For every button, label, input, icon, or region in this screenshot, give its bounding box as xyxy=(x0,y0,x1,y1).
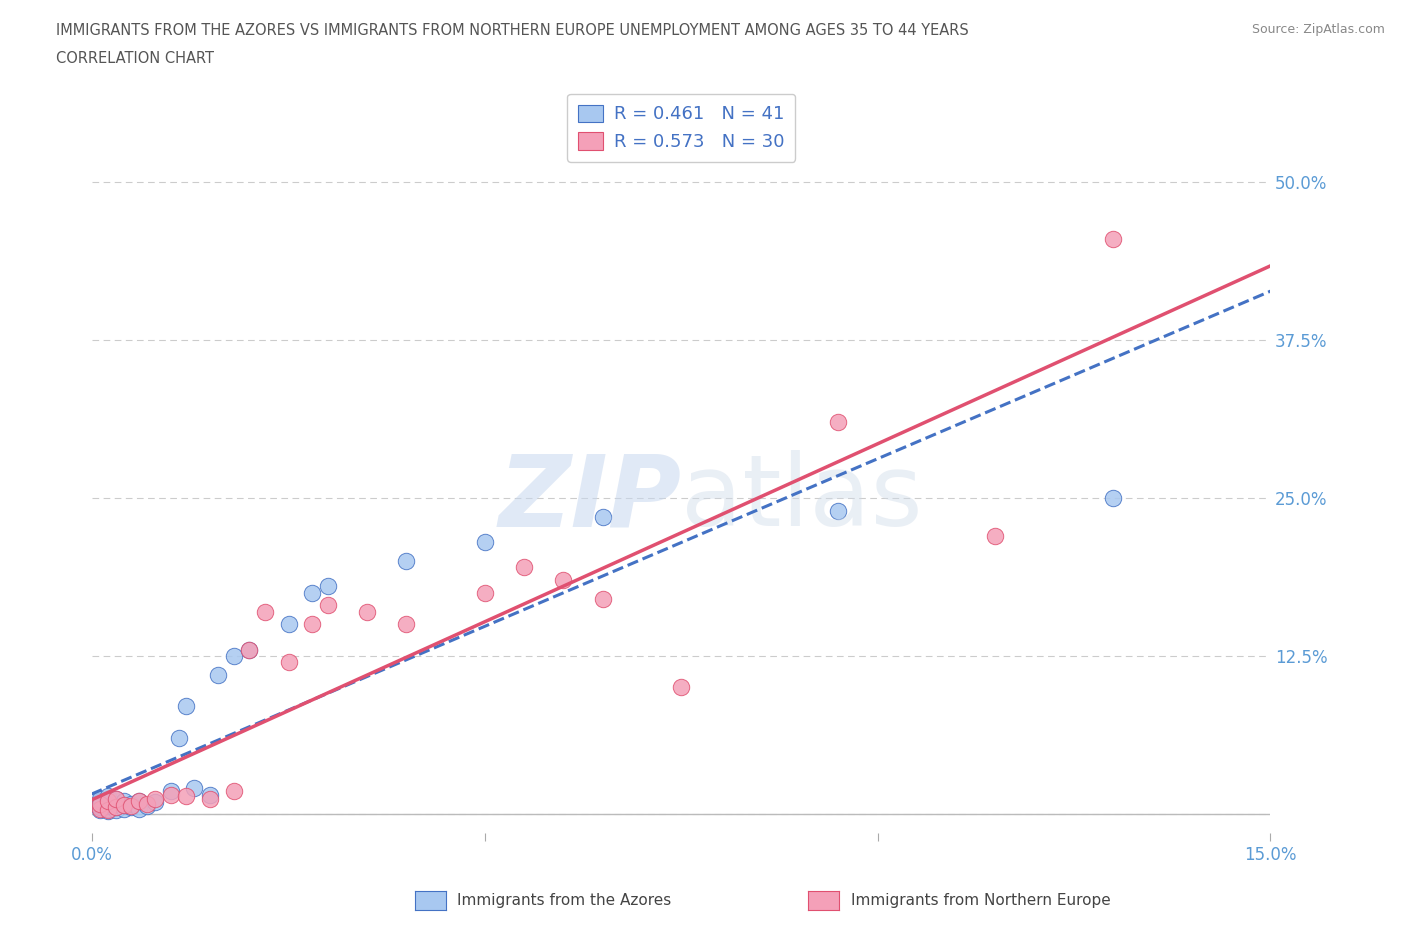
Point xyxy=(253,604,276,619)
Point xyxy=(97,799,120,814)
Point xyxy=(984,528,1007,543)
Point xyxy=(176,789,198,804)
Point xyxy=(238,642,260,657)
Point xyxy=(277,617,299,631)
Point xyxy=(136,796,159,811)
Point xyxy=(183,781,205,796)
Point xyxy=(89,793,111,808)
Point xyxy=(167,730,190,745)
Point xyxy=(395,553,418,568)
Point xyxy=(104,800,127,815)
Text: ZIP: ZIP xyxy=(498,450,682,547)
Point xyxy=(89,797,111,812)
Point xyxy=(316,598,339,613)
Legend: R = 0.461   N = 41, R = 0.573   N = 30: R = 0.461 N = 41, R = 0.573 N = 30 xyxy=(567,94,796,162)
Text: atlas: atlas xyxy=(682,450,922,547)
Point xyxy=(356,604,378,619)
Point xyxy=(89,796,111,811)
Text: Source: ZipAtlas.com: Source: ZipAtlas.com xyxy=(1251,23,1385,36)
Point xyxy=(513,560,536,575)
Point xyxy=(97,804,120,818)
Point xyxy=(159,788,181,803)
Point xyxy=(316,579,339,594)
Point xyxy=(120,799,142,814)
Point xyxy=(198,791,221,806)
Point xyxy=(143,795,166,810)
Point xyxy=(671,680,693,695)
Point xyxy=(89,791,111,806)
Point xyxy=(1102,232,1125,246)
Point xyxy=(97,802,120,817)
Text: CORRELATION CHART: CORRELATION CHART xyxy=(56,51,214,66)
Point xyxy=(176,699,198,714)
Text: IMMIGRANTS FROM THE AZORES VS IMMIGRANTS FROM NORTHERN EUROPE UNEMPLOYMENT AMONG: IMMIGRANTS FROM THE AZORES VS IMMIGRANTS… xyxy=(56,23,969,38)
Point xyxy=(128,793,150,808)
Point xyxy=(97,793,120,808)
Point xyxy=(143,791,166,806)
Point xyxy=(159,784,181,799)
Point xyxy=(128,793,150,808)
Point xyxy=(120,796,142,811)
Point xyxy=(222,648,245,663)
Text: Immigrants from Northern Europe: Immigrants from Northern Europe xyxy=(851,893,1111,908)
Point xyxy=(222,784,245,799)
Point xyxy=(97,789,120,804)
Point xyxy=(104,800,127,815)
Point xyxy=(104,796,127,811)
Point xyxy=(128,802,150,817)
Point xyxy=(238,642,260,657)
Point xyxy=(553,573,575,588)
Point xyxy=(136,799,159,814)
Text: Immigrants from the Azores: Immigrants from the Azores xyxy=(457,893,671,908)
Point xyxy=(112,793,135,808)
Point xyxy=(301,617,323,631)
Point xyxy=(97,793,120,808)
Point xyxy=(207,668,229,683)
Point xyxy=(120,800,142,815)
Point xyxy=(592,510,614,525)
Point xyxy=(89,802,111,817)
Point xyxy=(301,585,323,600)
Point xyxy=(97,791,120,806)
Point xyxy=(112,797,135,812)
Point xyxy=(474,535,496,550)
Point xyxy=(112,802,135,817)
Point xyxy=(827,415,849,430)
Point xyxy=(592,591,614,606)
Point xyxy=(474,585,496,600)
Point xyxy=(827,503,849,518)
Point xyxy=(198,788,221,803)
Point xyxy=(277,655,299,670)
Point xyxy=(104,791,127,806)
Point xyxy=(97,803,120,817)
Point xyxy=(104,803,127,817)
Point xyxy=(89,803,111,817)
Point xyxy=(395,617,418,631)
Point xyxy=(104,791,127,806)
Point xyxy=(89,800,111,815)
Point xyxy=(1102,490,1125,505)
Point xyxy=(97,796,120,811)
Point xyxy=(112,797,135,812)
